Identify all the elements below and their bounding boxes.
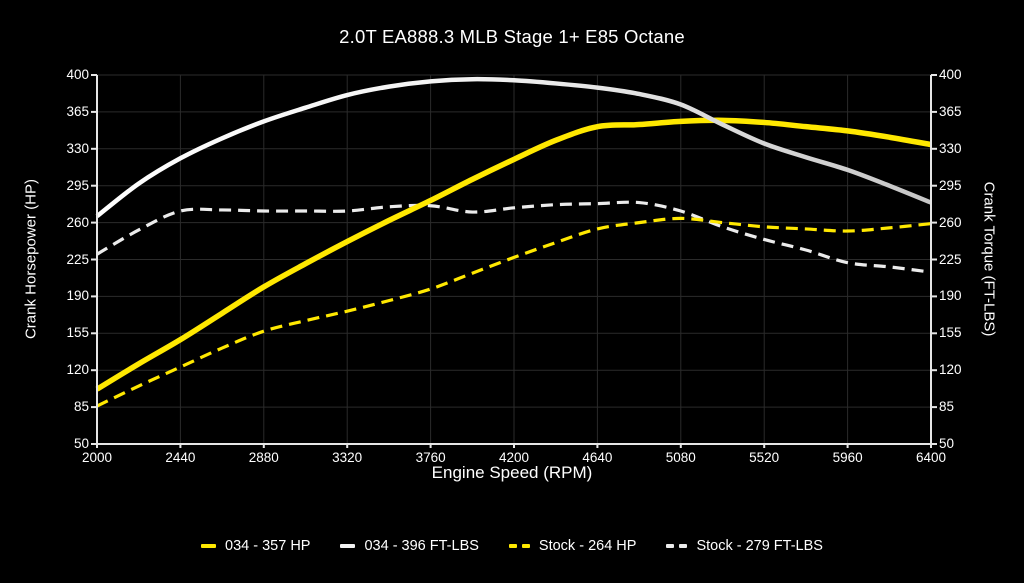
y-tick-label-right: 295 xyxy=(939,177,962,193)
x-tick-label: 2000 xyxy=(81,450,113,465)
y-tick-label-right: 85 xyxy=(939,399,955,415)
y-axis-left-title: Crank Horsepower (HP) xyxy=(22,178,40,340)
y-tick-label-left: 155 xyxy=(66,325,89,341)
y-tick-label-left: 400 xyxy=(66,67,89,82)
curve-stock_tq xyxy=(96,200,932,274)
curves xyxy=(95,76,932,408)
legend-label: 034 - 396 FT-LBS xyxy=(364,538,479,554)
y-tick-label-right: 155 xyxy=(939,325,962,341)
legend-item-stock-tq: Stock - 279 FT-LBS xyxy=(666,538,823,554)
x-tick-label: 5520 xyxy=(749,450,780,465)
legend-marker-dashed-yellow-icon xyxy=(508,544,530,548)
y-tick-label-left: 120 xyxy=(66,362,89,378)
chart-title: 2.0T EA888.3 MLB Stage 1+ E85 Octane xyxy=(339,26,685,47)
legend-marker-solid-yellow-icon xyxy=(201,544,217,548)
y-tick-label-left: 190 xyxy=(66,288,89,304)
legend-marker-dashed-white-icon xyxy=(666,544,688,548)
legend-marker-solid-white-icon xyxy=(340,544,356,548)
y-tick-label-left: 260 xyxy=(66,214,89,230)
y-tick-label-left: 295 xyxy=(66,177,89,193)
legend-item-stock-hp: Stock - 264 HP xyxy=(508,538,637,554)
legend: 034 - 357 HP 034 - 396 FT-LBS Stock - 26… xyxy=(0,535,1024,557)
legend-label: Stock - 264 HP xyxy=(538,538,637,554)
x-tick-label: 2880 xyxy=(248,450,279,465)
y-tick-label-left: 225 xyxy=(66,251,89,267)
y-tick-label-right: 225 xyxy=(939,251,962,267)
x-tick-label: 4640 xyxy=(582,450,613,465)
x-tick-label: 5960 xyxy=(832,450,863,465)
y-tick-label-left: 50 xyxy=(73,436,89,451)
y-tick-label-left: 330 xyxy=(66,140,89,156)
gridlines xyxy=(96,74,932,445)
x-axis-title: Engine Speed (RPM) xyxy=(431,463,593,482)
y-tick-label-right: 50 xyxy=(939,436,955,451)
y-tick-label-right: 190 xyxy=(939,288,962,304)
x-tick-label: 3760 xyxy=(415,450,446,465)
y-tick-label-right: 330 xyxy=(939,140,962,156)
curve-tuned_hp xyxy=(95,117,932,392)
curve-stock_hp xyxy=(96,216,932,408)
legend-item-034-hp: 034 - 357 HP xyxy=(201,538,310,554)
y-tick-label-right: 120 xyxy=(939,362,962,378)
y-axis-right-title: Crank Torque (FT-LBS) xyxy=(980,181,998,337)
x-tick-label: 5080 xyxy=(665,450,696,465)
x-tick-label: 4200 xyxy=(498,450,530,465)
x-tick-label: 2440 xyxy=(165,450,196,465)
curve-tuned_tq xyxy=(95,76,932,219)
axes xyxy=(91,74,937,448)
x-tick-label: 3320 xyxy=(332,450,363,465)
y-tick-label-right: 260 xyxy=(939,214,962,230)
y-tick-label-right: 400 xyxy=(939,67,962,82)
legend-item-034-tq: 034 - 396 FT-LBS xyxy=(340,538,479,554)
y-tick-label-left: 85 xyxy=(73,399,89,415)
legend-label: Stock - 279 FT-LBS xyxy=(696,538,823,554)
y-tick-label-left: 365 xyxy=(66,103,89,119)
y-tick-label-right: 365 xyxy=(939,103,962,119)
x-tick-label: 6400 xyxy=(915,450,947,465)
legend-label: 034 - 357 HP xyxy=(225,538,311,554)
